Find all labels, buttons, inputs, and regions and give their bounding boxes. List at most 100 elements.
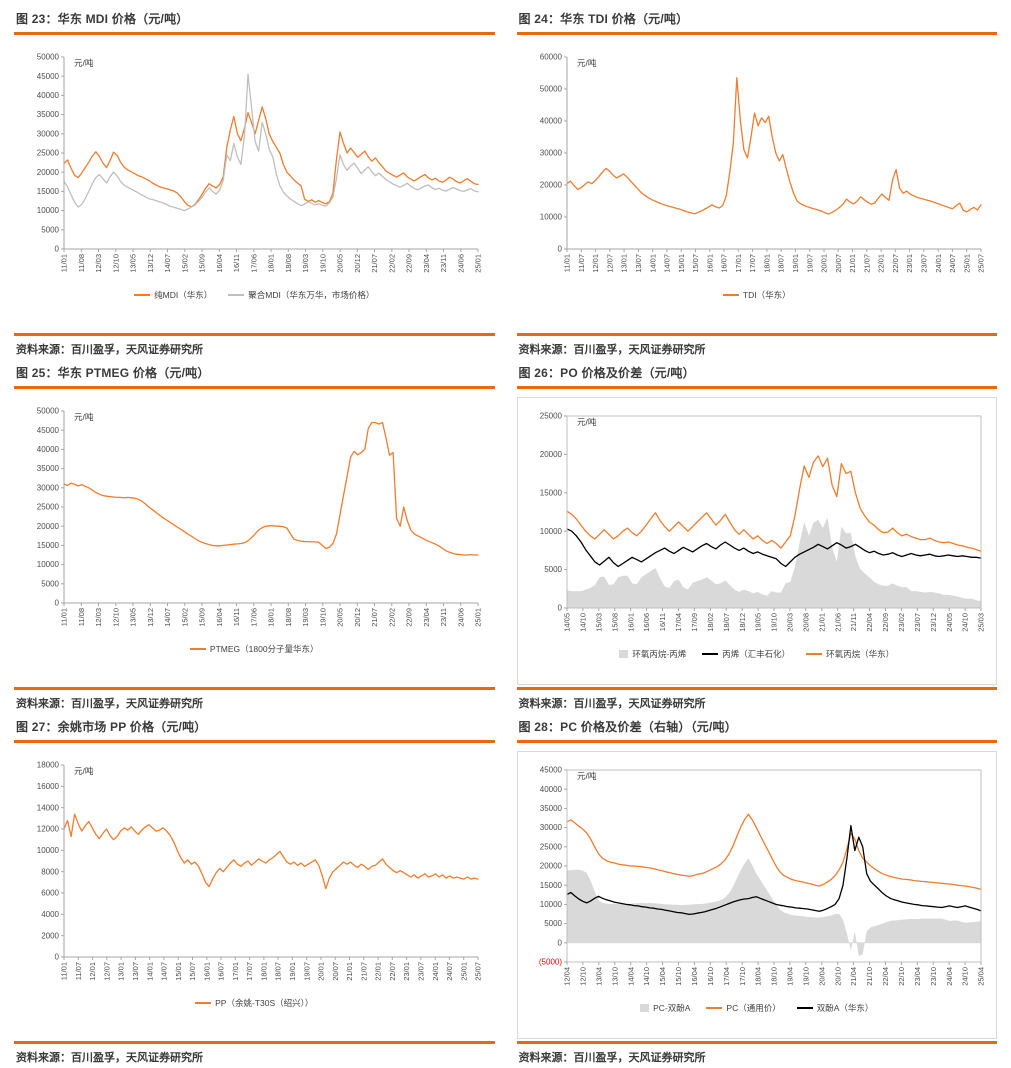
svg-text:23/01: 23/01 [402, 962, 411, 981]
chart-canvas: 0 10000 20000 30000 40000 50000 60000 11/01 11/0… [540, 53, 986, 273]
svg-text:13/10: 13/10 [610, 967, 619, 986]
svg-text:12/03: 12/03 [94, 608, 103, 627]
svg-text:13/05: 13/05 [129, 254, 138, 273]
axis-unit-label: 元/吨 [74, 766, 94, 776]
svg-text:24/01: 24/01 [934, 254, 943, 273]
legend-label: 纯MDI（华东） [154, 290, 213, 300]
figure-24-chart-box: 0 10000 20000 30000 40000 50000 60000 11/01 11/0… [517, 35, 998, 331]
legend-line-swatch [228, 294, 245, 296]
svg-text:24/06: 24/06 [457, 608, 466, 627]
svg-text:18/07: 18/07 [274, 962, 283, 981]
svg-text:22/02: 22/02 [388, 608, 397, 627]
svg-text:25/01: 25/01 [460, 962, 469, 981]
svg-text:8000: 8000 [41, 867, 59, 876]
legend-label: PC（通用价） [726, 1003, 781, 1013]
svg-text:18/10: 18/10 [769, 967, 778, 986]
source-text: 资料来源：百川盈孚，天风证券研究所 [16, 698, 203, 710]
svg-text:11/07: 11/07 [74, 962, 83, 980]
svg-text:18/08: 18/08 [284, 608, 293, 627]
svg-text:15/02: 15/02 [181, 608, 190, 627]
svg-text:35000: 35000 [540, 804, 563, 813]
legend-label: 聚合MDI（华东万华，市场价格） [248, 290, 375, 300]
legend-item: PP（余姚-T30S（绍兴）） [195, 997, 313, 1009]
svg-text:60000: 60000 [540, 53, 563, 62]
svg-text:14/07: 14/07 [163, 608, 172, 627]
figure-26-source: 资料来源：百川盈孚，天风证券研究所 [516, 687, 997, 712]
svg-text:17/01: 17/01 [231, 962, 240, 981]
svg-text:15/09: 15/09 [198, 608, 207, 627]
svg-text:25/01: 25/01 [474, 254, 483, 273]
svg-text:18/01: 18/01 [267, 254, 276, 273]
svg-text:4000: 4000 [41, 910, 59, 919]
svg-text:19/07: 19/07 [805, 254, 814, 273]
svg-text:23/04: 23/04 [913, 967, 922, 986]
svg-text:20/12: 20/12 [353, 608, 362, 627]
svg-text:13/12: 13/12 [146, 254, 155, 273]
legend-label: PTMEG（1800分子量华东） [209, 644, 319, 654]
svg-text:18/07: 18/07 [776, 254, 785, 273]
legend-line-swatch [722, 294, 739, 296]
svg-text:12/10: 12/10 [112, 608, 121, 627]
svg-text:25/07: 25/07 [474, 962, 483, 981]
svg-text:20000: 20000 [540, 862, 563, 871]
svg-text:19/10: 19/10 [319, 254, 328, 273]
chart-canvas: (5000) 0 5000 10000 15000 20000 25000 30000 3500… [539, 766, 986, 986]
svg-text:22/01: 22/01 [374, 962, 383, 981]
svg-text:22/04: 22/04 [865, 613, 874, 632]
svg-text:35000: 35000 [37, 110, 60, 119]
svg-text:19/10: 19/10 [769, 613, 778, 632]
svg-text:13/07: 13/07 [131, 962, 140, 981]
legend-line-swatch [706, 1007, 723, 1009]
svg-text:15000: 15000 [540, 488, 563, 497]
svg-text:50000: 50000 [37, 407, 60, 416]
figure-23-chart-box: 0 5000 10000 15000 20000 25000 30000 35000 40000… [14, 35, 495, 331]
legend-item: PC-双酚A [640, 1002, 690, 1014]
figure-23-legend: 纯MDI（华东） 聚合MDI（华东万华，市场价格） [134, 289, 374, 301]
source-text: 资料来源：百川盈孚，天风证券研究所 [16, 1052, 203, 1064]
svg-text:19/07: 19/07 [303, 962, 312, 981]
svg-text:17/07: 17/07 [748, 254, 757, 273]
svg-text:22/10: 22/10 [897, 967, 906, 986]
svg-text:14/01: 14/01 [146, 962, 155, 981]
legend-line-swatch [806, 653, 823, 655]
legend-line-swatch [189, 648, 206, 650]
svg-text:17/06: 17/06 [250, 254, 259, 273]
svg-text:20000: 20000 [37, 522, 60, 531]
svg-text:25000: 25000 [540, 412, 563, 421]
svg-text:50000: 50000 [37, 53, 60, 62]
svg-text:16/11: 16/11 [232, 608, 241, 626]
svg-text:22/09: 22/09 [405, 608, 414, 627]
svg-text:17/04: 17/04 [674, 613, 683, 632]
svg-text:24/01: 24/01 [431, 962, 440, 981]
svg-text:45000: 45000 [540, 766, 563, 775]
chart-canvas: 0 2000 4000 6000 8000 10000 12000 14000 16000 180… [37, 761, 483, 981]
svg-text:15000: 15000 [540, 881, 563, 890]
legend-label: TDI（华东） [742, 290, 791, 300]
svg-text:21/07: 21/07 [862, 254, 871, 273]
svg-text:14000: 14000 [37, 803, 60, 812]
legend-line-swatch [195, 1002, 212, 1004]
svg-text:16/06: 16/06 [642, 613, 651, 632]
svg-text:19/10: 19/10 [801, 967, 810, 986]
svg-text:25/01: 25/01 [474, 608, 483, 627]
svg-text:14/07: 14/07 [163, 254, 172, 273]
figure-23-source: 资料来源：百川盈孚，天风证券研究所 [14, 333, 495, 358]
svg-text:15/04: 15/04 [658, 967, 667, 986]
svg-text:17/09: 17/09 [690, 613, 699, 632]
svg-text:12/04: 12/04 [562, 967, 571, 986]
svg-text:16/01: 16/01 [626, 613, 635, 632]
svg-text:40000: 40000 [37, 445, 60, 454]
svg-text:50000: 50000 [540, 85, 563, 94]
svg-text:25000: 25000 [540, 842, 563, 851]
svg-text:16/11: 16/11 [658, 613, 667, 631]
line-series [566, 455, 982, 552]
svg-text:12/01: 12/01 [591, 254, 600, 273]
figure-24-legend: TDI（华东） [722, 289, 791, 301]
svg-text:25000: 25000 [37, 149, 60, 158]
svg-text:15000: 15000 [37, 187, 60, 196]
legend-item: 双酚A（华东） [796, 1002, 873, 1014]
figure-28-panel: 图 28：PC 价格及价差（右轴）（元/吨） (5000) 0 5000 10000 1… [516, 714, 997, 1066]
svg-text:45000: 45000 [37, 426, 60, 435]
figure-24-chart: 0 10000 20000 30000 40000 50000 60000 11/01 11/0… [521, 43, 993, 287]
svg-text:25/04: 25/04 [976, 967, 985, 986]
